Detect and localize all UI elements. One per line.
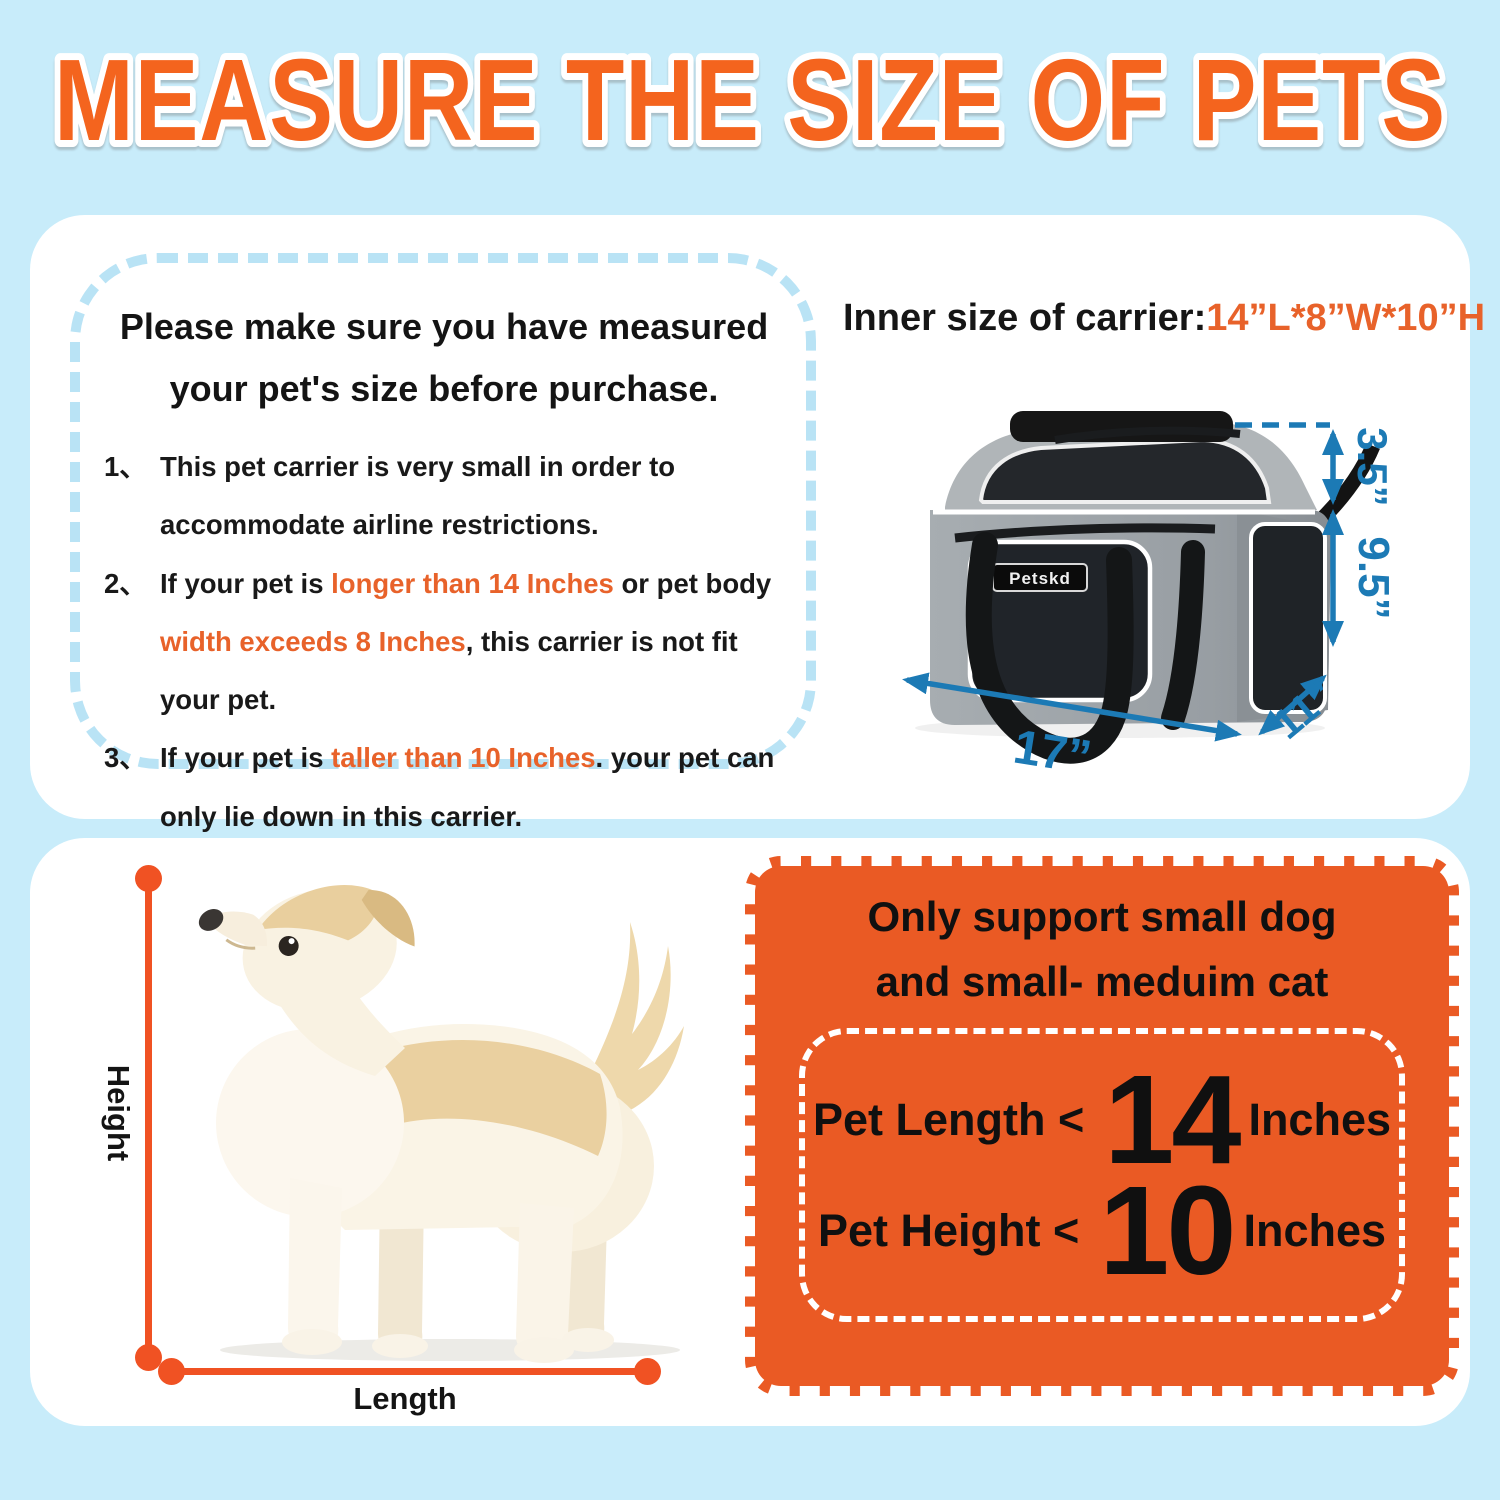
carry-strap-loop — [965, 532, 1134, 764]
dog-mouth — [225, 938, 256, 950]
dog-front-leg-near — [288, 1178, 342, 1344]
dog-crown-patch — [257, 885, 380, 941]
height-measure-line — [145, 878, 152, 1357]
length-line-left-dot — [158, 1358, 185, 1385]
height-line-top-dot — [135, 865, 162, 892]
notice-item-1-text: This pet carrier is very small in order … — [160, 451, 676, 541]
dog-eye-highlight — [288, 938, 295, 945]
notice-heading-line2: your pet's size before purchase. — [169, 367, 719, 409]
page-title-banner: MEASURE THE SIZE OF PETS — [47, 28, 1452, 172]
pet-carrier-illustration: Petskd 3.5” 9.5” 11” 17” — [902, 411, 1398, 785]
length-line-right-dot — [634, 1358, 661, 1385]
length-label: Length — [353, 1381, 457, 1416]
dog-back-patch — [371, 1040, 607, 1156]
pet-height-unit: Inches — [1243, 1204, 1387, 1256]
notice-list: 1、 This pet carrier is very small in ord… — [104, 438, 792, 846]
notice-item-3-text: If your pet is taller than 10 Inches. yo… — [160, 742, 775, 832]
support-limits-box: Pet Length < 14 Inches Pet Height < 10 I… — [799, 1028, 1405, 1323]
dimension-label-17: 17” — [1010, 720, 1095, 784]
pet-length-label: Pet Length < — [813, 1093, 1085, 1145]
dog-paw — [282, 1329, 342, 1355]
support-title: Only support small dog and small- meduim… — [755, 884, 1449, 1014]
dog-nose — [198, 909, 224, 931]
support-title-line1: Only support small dog — [867, 893, 1337, 940]
brand-logo-text: Petskd — [1009, 569, 1071, 588]
height-line-bottom-dot — [135, 1344, 162, 1371]
height-label: Height — [101, 1064, 136, 1162]
dog-head — [198, 885, 415, 1012]
pet-length-value: 14 — [1104, 1049, 1241, 1191]
notice-dashed-box — [70, 253, 816, 769]
notice-item-3: 3、 If your pet is taller than 10 Inches.… — [104, 729, 792, 846]
notice-heading: Please make sure you have measured your … — [86, 296, 802, 420]
lid-mesh-window — [978, 437, 1272, 504]
pet-height-limit-row: Pet Height < 10 Inches — [813, 1160, 1391, 1302]
inner-size-heading: Inner size of carrier:14”L*8”W*10”H — [843, 297, 1485, 340]
support-size-box: Only support small dog and small- meduim… — [745, 856, 1459, 1396]
dimension-annotations — [902, 422, 1344, 742]
notice-item-3-number: 3、 — [104, 742, 147, 774]
dog-chest-ruff — [216, 1029, 404, 1217]
dimension-arrow-11 — [1258, 674, 1327, 736]
inner-size-value: 14”L*8”W*10”H — [1206, 297, 1486, 339]
notice-item-1: 1、 This pet carrier is very small in ord… — [104, 438, 792, 555]
notice-item-2: 2、 If your pet is longer than 14 Inches … — [104, 555, 792, 730]
notice-item-1-number: 1、 — [104, 451, 147, 482]
dog-paw — [514, 1337, 574, 1363]
dog-hind-leg-near — [516, 1203, 574, 1352]
lid-handle-pad — [1010, 411, 1233, 442]
dog-photo — [198, 885, 684, 1363]
dog-tail — [588, 922, 684, 1115]
support-title-line2: and small- meduim cat — [875, 958, 1329, 1006]
length-measure-line — [170, 1368, 648, 1375]
notice-item-2-number: 2、 — [104, 567, 147, 599]
pet-height-value: 10 — [1099, 1160, 1236, 1302]
dimension-arrow-17 — [902, 672, 1242, 742]
dog-paw — [562, 1328, 614, 1352]
notice-heading-line1: Please make sure you have measured — [119, 306, 769, 347]
inner-size-label: Inner size of carrier: — [843, 297, 1207, 339]
dog-figure — [198, 885, 684, 1363]
lid-zipper — [1054, 426, 1241, 444]
pet-length-unit: Inches — [1248, 1093, 1391, 1145]
dog-paw — [372, 1334, 428, 1358]
notice-item-2-text: If your pet is longer than 14 Inches or … — [160, 567, 772, 716]
pet-length-limit-row: Pet Length < 14 Inches — [813, 1049, 1391, 1191]
page-title: MEASURE THE SIZE OF PETS — [54, 35, 1446, 165]
dog-ear — [361, 889, 415, 947]
dimension-label-3-5: 3.5” — [1349, 427, 1396, 506]
dimension-label-9-5: 9.5” — [1349, 536, 1398, 619]
pet-height-label: Pet Height < — [817, 1204, 1080, 1256]
